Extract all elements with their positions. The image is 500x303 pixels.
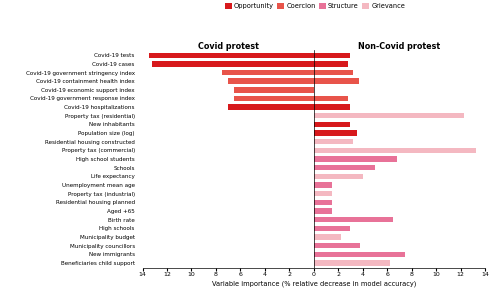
Bar [314,122,350,127]
Bar [314,217,394,222]
Bar [314,61,348,67]
Bar [314,243,360,248]
Legend: Opportunity, Coercion, Structure, Grievance: Opportunity, Coercion, Structure, Grieva… [225,3,405,9]
Bar [314,105,350,110]
Bar [314,208,332,214]
Bar [314,226,350,231]
Bar [234,96,314,101]
Bar [314,182,332,188]
Bar [314,52,350,58]
Bar [314,191,332,196]
Bar [152,61,314,67]
Text: Covid protest: Covid protest [198,42,258,51]
Bar [314,260,390,266]
Text: Non-Covid protest: Non-Covid protest [358,42,440,51]
Bar [314,113,464,118]
Bar [234,87,314,92]
Bar [314,70,353,75]
Bar [314,78,359,84]
Bar [314,165,375,170]
Bar [314,148,476,153]
Bar [314,200,332,205]
Bar [228,78,314,84]
Bar [228,105,314,110]
Bar [314,156,397,162]
Bar [314,251,406,257]
Bar [314,96,348,101]
Bar [222,70,314,75]
Bar [314,174,362,179]
Bar [148,52,314,58]
X-axis label: Variable importance (% relative decrease in model accuracy): Variable importance (% relative decrease… [212,280,416,287]
Bar [314,139,353,145]
Bar [314,130,356,136]
Bar [314,234,340,240]
